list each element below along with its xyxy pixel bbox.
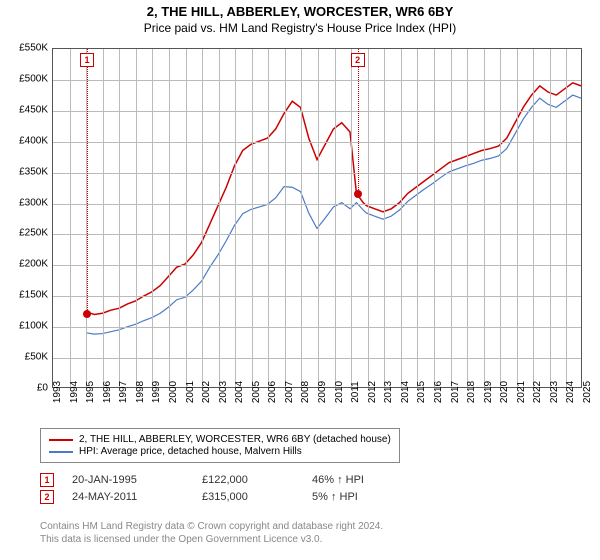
data-row: 2 24-MAY-2011 £315,000 5% ↑ HPI xyxy=(40,490,422,504)
y-axis-label: £550K xyxy=(19,43,48,54)
x-axis-label: 2014 xyxy=(400,381,411,403)
x-axis-label: 2019 xyxy=(483,381,494,403)
chart-area: 12 £0£50K£100K£150K£200K£250K£300K£350K£… xyxy=(52,48,582,388)
y-axis-label: £350K xyxy=(19,166,48,177)
chart-title-1: 2, THE HILL, ABBERLEY, WORCESTER, WR6 6B… xyxy=(0,4,600,19)
y-axis-label: £500K xyxy=(19,73,48,84)
data-delta: 5% ↑ HPI xyxy=(312,491,422,503)
legend: 2, THE HILL, ABBERLEY, WORCESTER, WR6 6B… xyxy=(40,428,400,463)
x-axis-label: 2006 xyxy=(267,381,278,403)
legend-row: HPI: Average price, detached house, Malv… xyxy=(49,446,391,457)
x-axis-label: 2013 xyxy=(383,381,394,403)
x-axis-label: 2016 xyxy=(433,381,444,403)
legend-label: 2, THE HILL, ABBERLEY, WORCESTER, WR6 6B… xyxy=(79,434,391,445)
x-axis-label: 2024 xyxy=(565,381,576,403)
legend-swatch xyxy=(49,451,73,453)
x-axis-label: 2025 xyxy=(582,381,593,403)
data-table: 1 20-JAN-1995 £122,000 46% ↑ HPI 2 24-MA… xyxy=(40,470,422,507)
x-axis-label: 1996 xyxy=(102,381,113,403)
footer-line-2: This data is licensed under the Open Gov… xyxy=(40,533,383,546)
data-price: £122,000 xyxy=(202,474,312,486)
footer-line-1: Contains HM Land Registry data © Crown c… xyxy=(40,520,383,533)
data-delta: 46% ↑ HPI xyxy=(312,474,422,486)
x-axis-label: 1999 xyxy=(151,381,162,403)
x-axis-label: 1995 xyxy=(85,381,96,403)
x-axis-label: 2015 xyxy=(416,381,427,403)
x-axis-label: 2010 xyxy=(334,381,345,403)
chart-plot: 12 xyxy=(52,48,582,388)
y-axis-label: £200K xyxy=(19,259,48,270)
x-axis-label: 2001 xyxy=(185,381,196,403)
y-axis-label: £400K xyxy=(19,135,48,146)
marker-box: 1 xyxy=(80,53,94,67)
y-axis-label: £0 xyxy=(37,383,48,394)
legend-label: HPI: Average price, detached house, Malv… xyxy=(79,446,302,457)
chart-title-2: Price paid vs. HM Land Registry's House … xyxy=(0,21,600,35)
marker-dot xyxy=(83,310,91,318)
chart-title-block: 2, THE HILL, ABBERLEY, WORCESTER, WR6 6B… xyxy=(0,0,600,35)
marker-box: 2 xyxy=(351,53,365,67)
x-axis-label: 2003 xyxy=(218,381,229,403)
x-axis-label: 2022 xyxy=(532,381,543,403)
x-axis-label: 2004 xyxy=(234,381,245,403)
x-axis-label: 1997 xyxy=(118,381,129,403)
data-price: £315,000 xyxy=(202,491,312,503)
marker-ref-box: 2 xyxy=(40,490,54,504)
x-axis-label: 1998 xyxy=(135,381,146,403)
x-axis-label: 2018 xyxy=(466,381,477,403)
marker-ref-box: 1 xyxy=(40,473,54,487)
x-axis-label: 2000 xyxy=(168,381,179,403)
x-axis-label: 1993 xyxy=(52,381,63,403)
x-axis-label: 2020 xyxy=(499,381,510,403)
data-date: 20-JAN-1995 xyxy=(72,474,202,486)
legend-swatch xyxy=(49,439,73,441)
data-row: 1 20-JAN-1995 £122,000 46% ↑ HPI xyxy=(40,473,422,487)
y-axis-label: £250K xyxy=(19,228,48,239)
x-axis-label: 2008 xyxy=(300,381,311,403)
x-axis-label: 2021 xyxy=(516,381,527,403)
footer: Contains HM Land Registry data © Crown c… xyxy=(40,520,383,546)
y-axis-label: £450K xyxy=(19,104,48,115)
y-axis-label: £300K xyxy=(19,197,48,208)
marker-dot xyxy=(354,190,362,198)
chart-svg xyxy=(53,49,581,387)
x-axis-label: 2017 xyxy=(450,381,461,403)
y-axis-label: £50K xyxy=(25,352,48,363)
x-axis-label: 2009 xyxy=(317,381,328,403)
x-axis-label: 2023 xyxy=(549,381,560,403)
x-axis-label: 2002 xyxy=(201,381,212,403)
legend-row: 2, THE HILL, ABBERLEY, WORCESTER, WR6 6B… xyxy=(49,434,391,445)
x-axis-label: 2011 xyxy=(350,381,361,403)
x-axis-label: 1994 xyxy=(69,381,80,403)
y-axis-label: £100K xyxy=(19,321,48,332)
x-axis-label: 2005 xyxy=(251,381,262,403)
data-date: 24-MAY-2011 xyxy=(72,491,202,503)
y-axis-label: £150K xyxy=(19,290,48,301)
x-axis-label: 2012 xyxy=(367,381,378,403)
x-axis-label: 2007 xyxy=(284,381,295,403)
